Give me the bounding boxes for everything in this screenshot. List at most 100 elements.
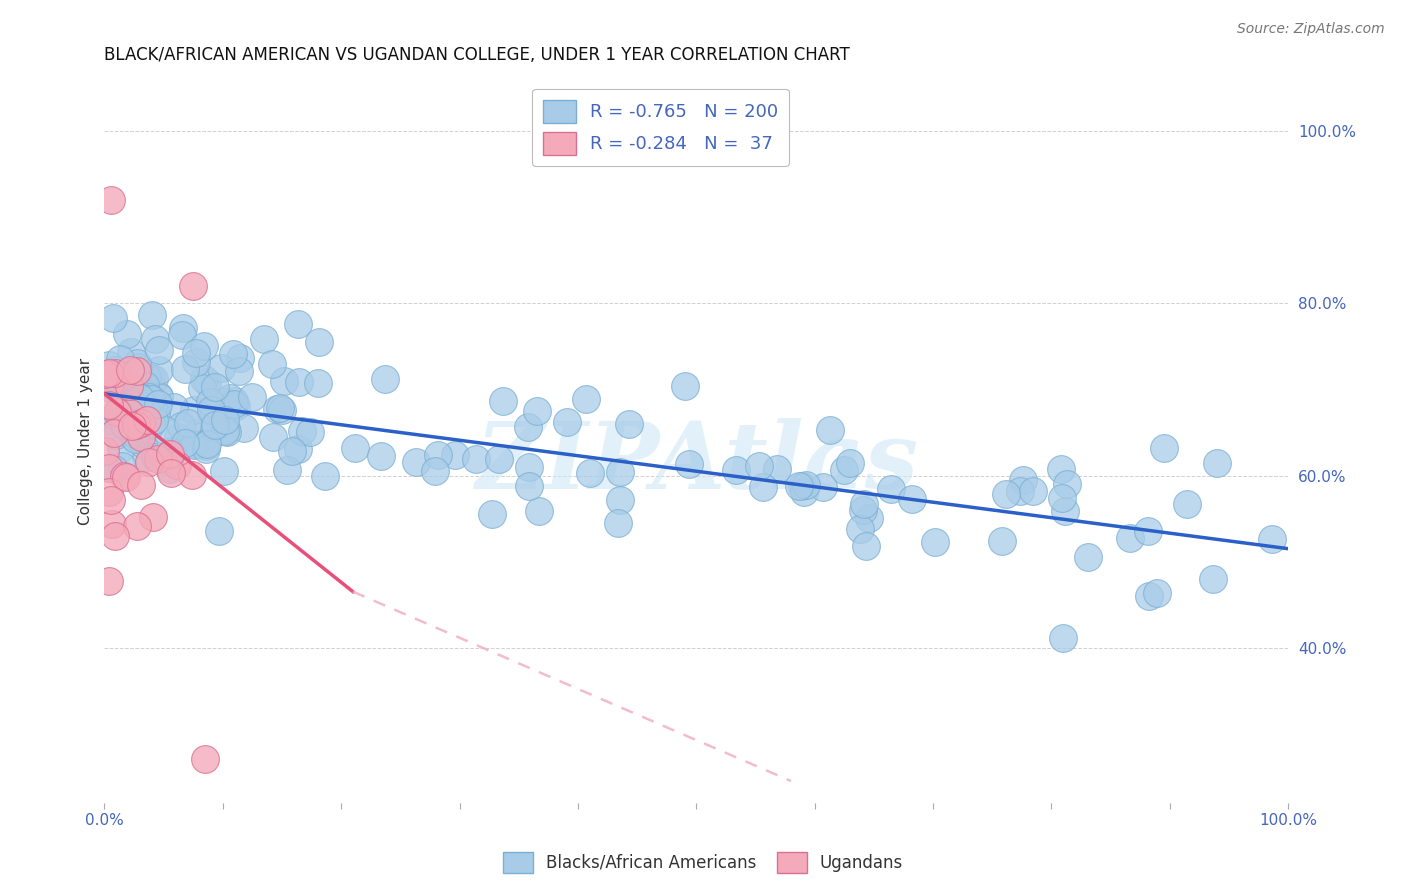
Point [678, 457, 700, 471]
Point [253, 332, 276, 346]
Point [1136, 524, 1159, 539]
Point [1054, 504, 1077, 518]
Point [766, 462, 789, 476]
Point [98, 398, 121, 412]
Point [276, 463, 298, 477]
Point [465, 451, 488, 466]
Point [187, 425, 209, 440]
Point [131, 403, 153, 417]
Point [110, 441, 132, 455]
Point [1119, 531, 1142, 545]
Point [1175, 497, 1198, 511]
Point [492, 394, 515, 409]
Point [225, 399, 247, 413]
Point [100, 365, 122, 379]
Point [609, 465, 631, 479]
Point [606, 516, 628, 530]
Point [281, 444, 304, 458]
Point [129, 417, 152, 431]
Point [142, 413, 165, 427]
Point [617, 417, 640, 432]
Point [139, 417, 162, 432]
Point [125, 385, 148, 400]
Point [343, 441, 366, 455]
Point [1201, 573, 1223, 587]
Point [143, 450, 166, 464]
Point [880, 482, 903, 496]
Point [127, 359, 149, 374]
Point [125, 356, 148, 370]
Point [1022, 483, 1045, 498]
Point [271, 403, 294, 417]
Point [1137, 590, 1160, 604]
Point [141, 371, 163, 385]
Point [103, 311, 125, 326]
Point [94, 444, 117, 458]
Legend: R = -0.765   N = 200, R = -0.284   N =  37: R = -0.765 N = 200, R = -0.284 N = 37 [533, 88, 789, 166]
Point [166, 458, 188, 473]
Point [120, 414, 142, 428]
Point [609, 493, 631, 508]
Point [1050, 461, 1073, 475]
Point [924, 535, 946, 549]
Point [184, 345, 207, 359]
Point [143, 372, 166, 386]
Point [1050, 491, 1073, 505]
Point [128, 365, 150, 379]
Point [579, 466, 602, 480]
Point [131, 430, 153, 444]
Point [204, 419, 226, 434]
Text: BLACK/AFRICAN AMERICAN VS UGANDAN COLLEGE, UNDER 1 YEAR CORRELATION CHART: BLACK/AFRICAN AMERICAN VS UGANDAN COLLEG… [104, 46, 851, 64]
Point [112, 400, 135, 414]
Point [105, 405, 128, 419]
Point [214, 464, 236, 478]
Point [557, 415, 579, 429]
Point [111, 458, 134, 473]
Point [148, 363, 170, 377]
Point [115, 470, 138, 484]
Point [108, 352, 131, 367]
Point [159, 466, 181, 480]
Point [118, 379, 141, 393]
Point [104, 372, 127, 386]
Point [1260, 532, 1282, 546]
Point [98, 460, 121, 475]
Point [1077, 549, 1099, 564]
Point [100, 376, 122, 390]
Point [288, 375, 311, 389]
Point [527, 504, 550, 518]
Point [145, 406, 167, 420]
Text: Source: ZipAtlas.com: Source: ZipAtlas.com [1237, 22, 1385, 37]
Point [209, 360, 232, 375]
Point [215, 422, 238, 436]
Point [170, 419, 193, 434]
Point [1153, 441, 1175, 455]
Point [112, 399, 135, 413]
Point [517, 460, 540, 475]
Point [405, 455, 427, 469]
Point [287, 442, 309, 456]
Point [374, 372, 396, 386]
Point [314, 468, 336, 483]
Point [104, 363, 127, 377]
Point [853, 497, 876, 511]
Point [901, 492, 924, 507]
Point [1146, 586, 1168, 600]
Point [1052, 631, 1074, 645]
Point [132, 391, 155, 405]
Point [1012, 473, 1035, 487]
Point [115, 326, 138, 341]
Point [172, 321, 194, 335]
Point [94, 414, 117, 428]
Point [111, 406, 134, 420]
Point [148, 390, 170, 404]
Point [818, 423, 841, 437]
Point [103, 366, 125, 380]
Point [104, 409, 127, 424]
Point [172, 328, 194, 343]
Point [229, 351, 252, 365]
Point [751, 480, 773, 494]
Point [228, 364, 250, 378]
Point [98, 381, 121, 395]
Point [298, 425, 321, 440]
